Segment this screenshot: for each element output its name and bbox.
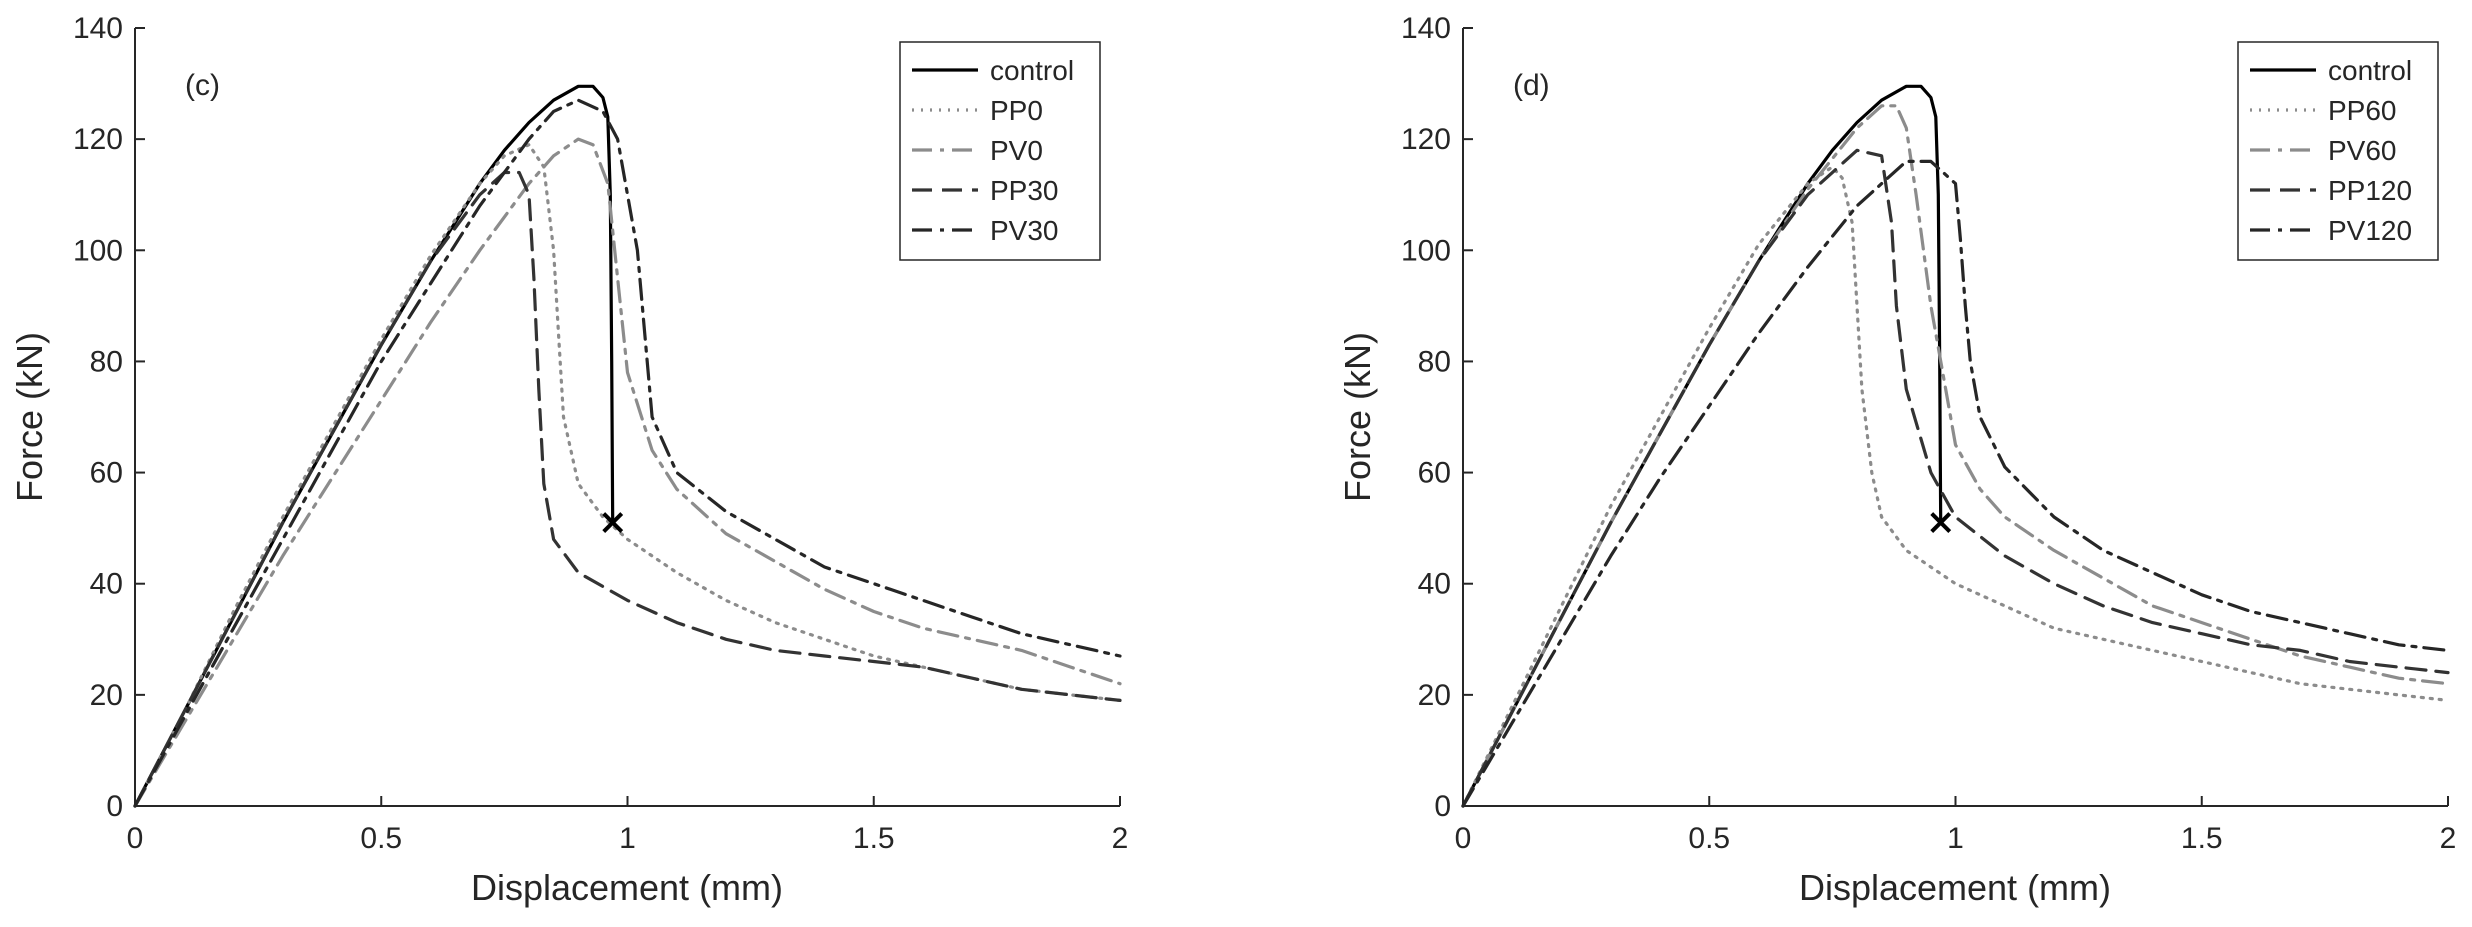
legend-label-PP30: PP30 [990, 175, 1059, 206]
series-line-PV30 [133, 98, 1122, 808]
y-tick-label: 120 [1401, 123, 1451, 156]
y-ticks-c: 0 20 40 60 80 100 120 140 [73, 12, 145, 823]
y-tick-label: 140 [1401, 12, 1451, 45]
failure-marker-x [602, 512, 624, 534]
y-tick-label: 60 [90, 457, 123, 490]
y-tick-label: 100 [73, 234, 123, 267]
series-line-PP60 [1461, 165, 2450, 808]
panel-label: (d) [1513, 69, 1550, 102]
series-line-PV0 [133, 137, 1122, 808]
y-axis-label: Force (kN) [9, 332, 50, 502]
x-tick-label: 0 [127, 822, 144, 855]
series-layer-d [1461, 84, 2450, 808]
x-tick-label: 0.5 [1688, 822, 1730, 855]
y-tick-label: 80 [90, 345, 123, 378]
failure-marker-c [602, 512, 624, 534]
y-ticks-d: 0 20 40 60 80 100 120 140 [1401, 12, 1473, 823]
y-tick-label: 120 [73, 123, 123, 156]
y-tick-label: 0 [106, 790, 123, 823]
y-tick-label: 20 [1418, 679, 1451, 712]
y-axis-label: Force (kN) [1337, 332, 1378, 502]
x-ticks-c: 0 0.5 1 1.5 2 [127, 796, 1129, 855]
x-ticks-d: 0 0.5 1 1.5 2 [1455, 796, 2457, 855]
y-tick-label: 40 [1418, 568, 1451, 601]
legend-c: control PP0 PV0 PP30 PV30 [899, 41, 1101, 261]
legend-label-PP60: PP60 [2328, 95, 2397, 126]
x-tick-label: 0.5 [360, 822, 402, 855]
legend-label-PP0: PP0 [990, 95, 1043, 126]
legend-label-control: control [990, 55, 1074, 86]
x-tick-label: 2 [1112, 822, 1129, 855]
failure-marker-d [1930, 512, 1952, 534]
legend-box [899, 41, 1101, 261]
series-layer-c [133, 84, 1122, 808]
x-tick-label: 2 [2440, 822, 2457, 855]
panel-label: (c) [185, 69, 220, 102]
series-line-PP0 [133, 143, 1122, 808]
legend-box [2237, 41, 2439, 261]
series-line-PV120 [1461, 159, 2450, 808]
x-tick-label: 1 [1947, 822, 1964, 855]
failure-marker-x [1930, 512, 1952, 534]
chart-panel-c: 0 0.5 1 1.5 2 0 20 40 60 80 100 120 140 (c) Displac… [9, 12, 1128, 908]
x-tick-label: 0 [1455, 822, 1472, 855]
legend-label-control: control [2328, 55, 2412, 86]
y-tick-label: 60 [1418, 457, 1451, 490]
y-tick-label: 20 [90, 679, 123, 712]
x-tick-label: 1 [619, 822, 636, 855]
legend-label-PV60: PV60 [2328, 135, 2397, 166]
y-tick-label: 140 [73, 12, 123, 45]
x-axis-label: Displacement (mm) [1799, 867, 2111, 908]
y-tick-label: 0 [1434, 790, 1451, 823]
y-tick-label: 80 [1418, 345, 1451, 378]
x-tick-label: 1.5 [2181, 822, 2223, 855]
legend-label-PV120: PV120 [2328, 215, 2412, 246]
legend-label-PP120: PP120 [2328, 175, 2412, 206]
x-tick-label: 1.5 [853, 822, 895, 855]
series-line-PP120 [1461, 148, 2450, 808]
legend-label-PV0: PV0 [990, 135, 1043, 166]
x-axis-label: Displacement (mm) [471, 867, 783, 908]
y-tick-label: 100 [1401, 234, 1451, 267]
chart-panel-d: 0 0.5 1 1.5 2 0 20 40 60 80 100 120 140 (d) Displac… [1337, 12, 2456, 908]
series-line-PP30 [133, 170, 1122, 808]
legend-label-PV30: PV30 [990, 215, 1059, 246]
legend-d: control PP60 PV60 PP120 PV120 [2237, 41, 2439, 261]
y-tick-label: 40 [90, 568, 123, 601]
